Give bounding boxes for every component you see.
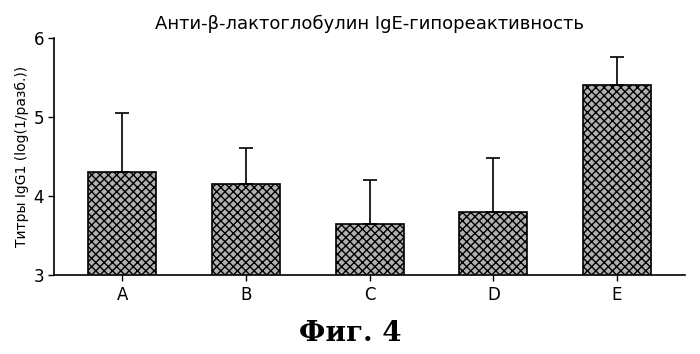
Y-axis label: Титры IgG1 (log(1/разб.)): Титры IgG1 (log(1/разб.)) <box>15 66 29 247</box>
Bar <box>583 85 651 354</box>
Title: Анти-β-лактоглобулин IgE-гипореактивность: Анти-β-лактоглобулин IgE-гипореактивност… <box>155 15 584 33</box>
Bar <box>459 212 527 354</box>
Bar <box>335 224 404 354</box>
Text: Фиг. 4: Фиг. 4 <box>299 320 401 347</box>
Bar <box>88 172 156 354</box>
Bar <box>212 184 280 354</box>
